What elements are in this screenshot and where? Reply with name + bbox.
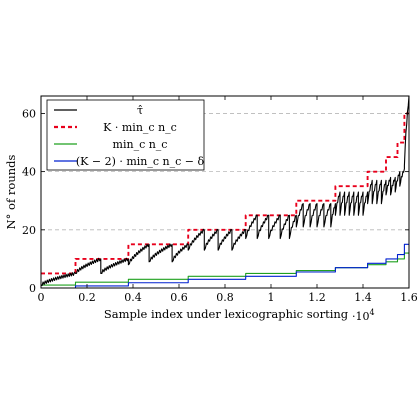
x-tick-label: 1.4	[354, 291, 372, 304]
series-line	[41, 252, 409, 286]
series-line	[40, 95, 410, 287]
x-tick-label: 0	[38, 291, 45, 304]
x-multiplier: ·104	[352, 308, 375, 323]
y-tick-label: 60	[22, 107, 36, 120]
x-tick-label: 1	[268, 291, 275, 304]
y-axis-label: N° of rounds	[4, 155, 18, 230]
x-multiplier-base: ·10	[352, 310, 370, 323]
y-tick-label: 20	[22, 224, 36, 237]
x-tick-label: 0.8	[216, 291, 234, 304]
x-multiplier-exp: 4	[370, 308, 375, 317]
legend-label-tau: τ̂	[137, 104, 143, 117]
legend-label-min: min_c n_c	[113, 138, 168, 151]
x-tick-label: 0.4	[124, 291, 142, 304]
legend-label-k2-min: (K − 2) · min_c n_c − δ	[76, 155, 205, 168]
x-tick-label: 0.2	[78, 291, 96, 304]
legend: τ̂ K · min_c n_c min_c n_c (K − 2) · min…	[46, 99, 205, 171]
ticks: 0 20 40 60 0 0.2 0.4 0.6 0.8 1 1.2 1.4 1.6	[22, 96, 418, 304]
x-axis-label: Sample index under lexicographic sorting	[104, 307, 349, 321]
series-layer	[40, 95, 410, 289]
legend-label-k-min: K · min_c n_c	[103, 121, 177, 134]
y-tick-label: 40	[22, 166, 36, 179]
series-line	[41, 243, 409, 289]
x-tick-label: 1.6	[400, 291, 418, 304]
legend-box	[46, 99, 205, 171]
x-tick-label: 0.6	[170, 291, 188, 304]
y-tick-label: 0	[29, 282, 36, 295]
x-tick-label: 1.2	[308, 291, 326, 304]
